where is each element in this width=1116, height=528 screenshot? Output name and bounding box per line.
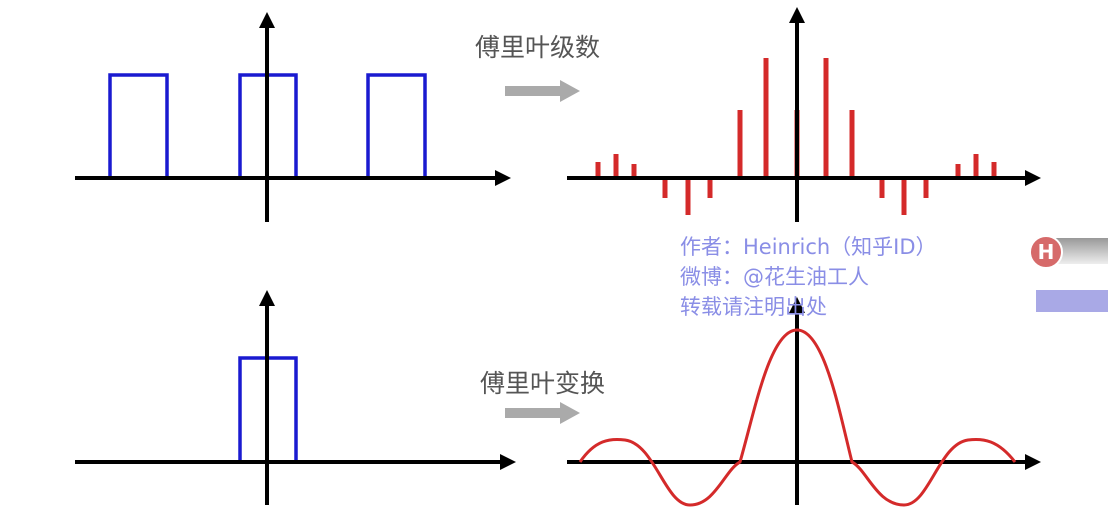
stem [923,178,929,198]
watermark-line: 微博：@花生油工人 [680,265,869,289]
stem [849,110,855,178]
stem [901,178,907,215]
stem [613,154,619,178]
stem [631,164,637,178]
stem [662,178,668,198]
badge-letter: H [1038,240,1055,264]
series-label: 傅里叶级数 [475,33,600,62]
fourier-transform-plot [567,297,1041,507]
transform-label: 傅里叶变换 [480,369,605,398]
watermark-line: 作者：Heinrich（知乎ID） [680,235,937,259]
stem [823,58,829,178]
watermark-line: 转载请注明出处 [680,295,827,319]
arrow [505,80,580,102]
arrow [505,402,580,424]
stem [991,162,997,178]
stem [879,178,885,198]
stem [737,110,743,178]
stem [685,178,691,215]
stem [707,178,713,198]
badge: H [1029,235,1108,312]
stem [763,58,769,178]
square-wave-plot [75,12,511,222]
stem [595,162,601,178]
single-pulse-plot [75,290,516,505]
stem [973,154,979,178]
stem [955,164,961,178]
